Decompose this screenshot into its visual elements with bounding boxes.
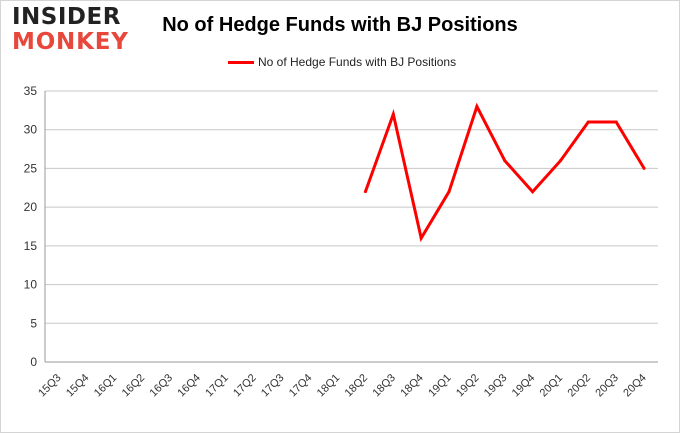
x-tick-label: 19Q2 [454, 372, 482, 400]
x-tick-label: 19Q1 [426, 372, 454, 400]
data-point [614, 120, 618, 124]
x-tick-label: 20Q1 [538, 372, 566, 400]
y-tick-label: 0 [30, 355, 37, 369]
x-tick-label: 18Q2 [343, 372, 371, 400]
data-point [586, 120, 590, 124]
x-tick-label: 19Q3 [482, 372, 510, 400]
y-tick-label: 35 [24, 84, 38, 98]
x-tick-label: 20Q4 [621, 372, 649, 400]
data-point [558, 159, 562, 163]
x-tick-label: 17Q3 [259, 372, 287, 400]
x-tick-label: 20Q3 [593, 372, 621, 400]
x-tick-label: 17Q2 [231, 372, 259, 400]
chart-title: No of Hedge Funds with BJ Positions [162, 14, 518, 36]
x-tick-label: 18Q3 [370, 372, 398, 400]
x-tick-label: 19Q4 [510, 372, 538, 400]
legend-label: No of Hedge Funds with BJ Positions [258, 55, 457, 69]
y-tick-label: 10 [24, 278, 38, 292]
y-tick-label: 30 [24, 123, 38, 137]
data-point [391, 112, 395, 116]
data-point [503, 159, 507, 163]
x-tick-label: 16Q3 [148, 372, 176, 400]
y-tick-label: 20 [24, 200, 38, 214]
series-line [363, 102, 646, 243]
data-point [363, 190, 367, 194]
data-point [419, 236, 423, 240]
x-tick-label: 15Q4 [64, 372, 92, 400]
x-tick-label: 16Q4 [175, 372, 203, 400]
data-point [475, 104, 479, 108]
data-point [642, 166, 646, 170]
insider-monkey-logo: INSIDER MONKEY [12, 5, 132, 55]
logo-line-1: INSIDER [12, 4, 121, 30]
logo-line-2: MONKEY [12, 29, 129, 55]
x-tick-label: 16Q2 [120, 372, 148, 400]
x-tick-label: 20Q2 [566, 372, 594, 400]
x-tick-label: 18Q4 [398, 372, 426, 400]
y-tick-label: 25 [24, 161, 38, 175]
legend-swatch [228, 60, 254, 64]
x-tick-label: 17Q1 [203, 372, 231, 400]
chart-legend: No of Hedge Funds with BJ Positions [228, 55, 456, 69]
x-tick-label: 18Q1 [315, 372, 343, 400]
x-tick-label: 17Q4 [287, 372, 315, 400]
y-tick-label: 15 [24, 239, 38, 253]
data-point [531, 190, 535, 194]
x-tick-label: 16Q1 [92, 372, 120, 400]
x-tick-label: 15Q3 [36, 372, 64, 400]
y-tick-label: 5 [30, 316, 37, 330]
data-point [447, 190, 451, 194]
